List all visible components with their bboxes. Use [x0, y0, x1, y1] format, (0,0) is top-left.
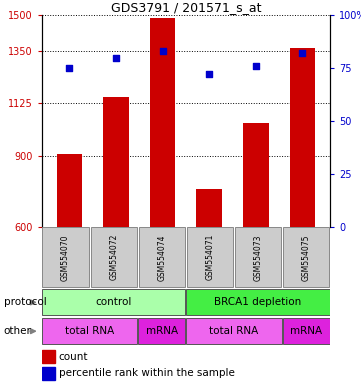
Bar	[150, 18, 175, 227]
Text: GSM554071: GSM554071	[205, 234, 214, 280]
Bar	[283, 318, 330, 344]
Bar	[57, 154, 82, 227]
Bar	[186, 318, 282, 344]
Bar	[187, 227, 233, 287]
Point	[300, 50, 305, 56]
Bar	[43, 227, 89, 287]
Point	[113, 55, 119, 61]
Text: GSM554070: GSM554070	[61, 234, 70, 281]
Text: other: other	[4, 326, 31, 336]
Point	[253, 63, 259, 69]
Point	[160, 48, 165, 55]
Bar	[103, 98, 129, 227]
Bar	[42, 318, 137, 344]
Bar	[290, 48, 315, 227]
Point	[206, 71, 212, 78]
Text: GSM554073: GSM554073	[254, 234, 262, 281]
Text: GSM554075: GSM554075	[302, 234, 311, 281]
Bar	[42, 367, 55, 380]
Point	[66, 65, 72, 71]
Text: control: control	[96, 297, 132, 308]
Text: percentile rank within the sample: percentile rank within the sample	[59, 368, 235, 378]
Text: mRNA: mRNA	[146, 326, 178, 336]
Bar	[243, 123, 269, 227]
Bar	[283, 227, 329, 287]
Text: BRCA1 depletion: BRCA1 depletion	[214, 297, 302, 308]
Bar	[42, 350, 55, 363]
Bar	[91, 227, 137, 287]
Title: GDS3791 / 201571_s_at: GDS3791 / 201571_s_at	[111, 1, 261, 14]
Bar	[235, 227, 281, 287]
Text: total RNA: total RNA	[209, 326, 259, 336]
Bar	[138, 318, 186, 344]
Text: mRNA: mRNA	[290, 326, 322, 336]
Bar	[42, 290, 186, 315]
Text: total RNA: total RNA	[65, 326, 114, 336]
Bar	[196, 189, 222, 227]
Text: GSM554072: GSM554072	[109, 234, 118, 280]
Text: GSM554074: GSM554074	[157, 234, 166, 281]
Bar	[139, 227, 185, 287]
Text: count: count	[59, 352, 88, 362]
Text: protocol: protocol	[4, 297, 46, 308]
Bar	[186, 290, 330, 315]
